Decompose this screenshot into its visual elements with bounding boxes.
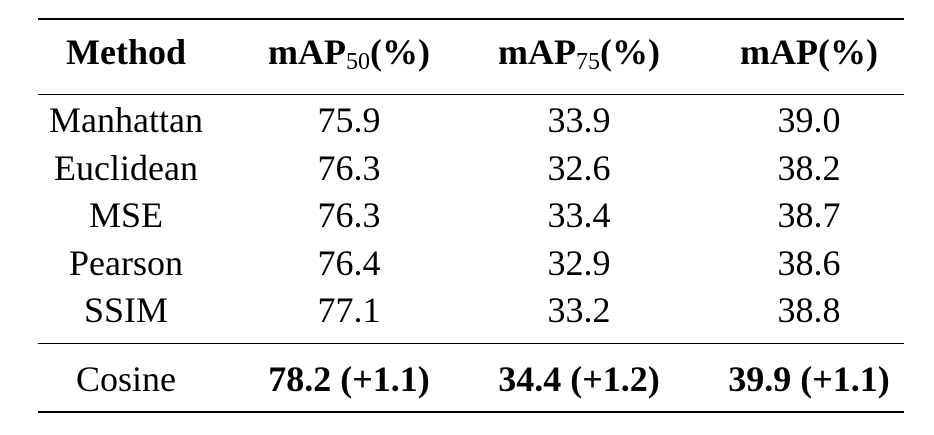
bottom-rule: [38, 411, 904, 413]
table-row: SSIM 77.1 33.2 38.8: [38, 290, 904, 330]
final-row: Cosine 78.2 (+1.1) 34.4 (+1.2) 39.9 (+1.…: [38, 359, 904, 399]
header-map50: mAP50(%): [268, 32, 430, 75]
map50-cell: 76.3: [317, 195, 381, 235]
map-cell: 38.7: [777, 195, 841, 235]
map75-cell: 33.9: [547, 100, 611, 140]
map50-cell: 76.4: [317, 243, 381, 283]
map-cell: 38.8: [777, 290, 841, 330]
map75-cell: 32.6: [547, 148, 611, 188]
top-rule: [38, 18, 904, 20]
table-row: Pearson 76.4 32.9 38.6: [38, 243, 904, 283]
map75-cell: 32.9: [547, 243, 611, 283]
header-row: Method mAP50(%) mAP75(%) mAP(%): [38, 32, 904, 75]
map50-cell: 76.3: [317, 148, 381, 188]
header-map: mAP(%): [740, 32, 878, 72]
method-cell: MSE: [88, 195, 164, 235]
table-row: Manhattan 75.9 33.9 39.0: [38, 100, 904, 140]
map-cell: 39.9 (+1.1): [728, 359, 890, 399]
method-cell: Manhattan: [49, 100, 203, 140]
method-cell: Pearson: [69, 243, 183, 283]
table-row: Euclidean 76.3 32.6 38.2: [38, 148, 904, 188]
map75-cell: 33.4: [547, 195, 611, 235]
map-cell: 39.0: [777, 100, 841, 140]
header-rule: [38, 94, 904, 95]
map-cell: 38.2: [777, 148, 841, 188]
map75-cell: 34.4 (+1.2): [498, 359, 660, 399]
method-cell: Euclidean: [54, 148, 198, 188]
map-cell: 38.6: [777, 243, 841, 283]
table-row: MSE 76.3 33.4 38.7: [38, 195, 904, 235]
header-map75: mAP75(%): [498, 32, 660, 75]
separator-rule: [38, 343, 904, 344]
header-method: Method: [66, 32, 186, 72]
map50-cell: 77.1: [317, 290, 381, 330]
map50-cell: 78.2 (+1.1): [268, 359, 430, 399]
map50-cell: 75.9: [317, 100, 381, 140]
map75-cell: 33.2: [547, 290, 611, 330]
method-cell: SSIM: [83, 290, 169, 330]
method-cell: Cosine: [75, 359, 176, 399]
